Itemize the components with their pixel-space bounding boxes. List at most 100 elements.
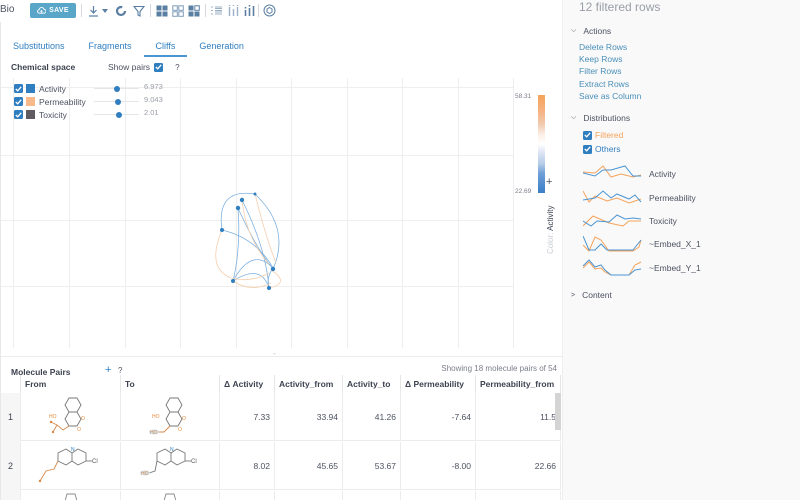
vertical-scrollbar[interactable] (555, 393, 561, 430)
legend-value: 2.01 (144, 108, 159, 117)
help-icon[interactable]: ? (118, 366, 123, 375)
grid-line (458, 78, 459, 348)
distribution-permeability[interactable]: Permeability (583, 188, 696, 208)
table-row[interactable]: 2 N Cl (1, 442, 561, 490)
permeability-from-cell: 11.5 (476, 393, 561, 441)
svg-text:N: N (170, 447, 174, 453)
permeability-from-cell: 22.66 (476, 442, 561, 490)
actions-label: Actions (583, 26, 612, 36)
activity-from-cell: 33.94 (275, 393, 343, 441)
toolbar-divider (205, 4, 206, 17)
legend-swatch-toxicity (26, 110, 35, 119)
save-button[interactable]: SAVE (30, 3, 76, 18)
distributions-section-header[interactable]: ⌵ Distributions (571, 113, 630, 123)
row-number-header (1, 375, 21, 393)
add-icon[interactable]: + (105, 364, 112, 376)
save-as-column-link[interactable]: Save as Column (579, 91, 642, 101)
show-pairs-checkbox[interactable] (154, 62, 164, 72)
grid-line (1, 220, 513, 221)
others-toggle[interactable]: Others (583, 144, 621, 154)
filtered-label: Filtered (595, 130, 624, 140)
legend-checkbox-permeability[interactable] (14, 97, 23, 106)
legend-slider-activity[interactable] (94, 85, 139, 92)
tab-substitutions[interactable]: Substitutions (13, 41, 65, 51)
list-icon[interactable] (210, 3, 222, 18)
table-header: From To Δ Activity Activity_from Activit… (1, 375, 561, 393)
filtered-toggle[interactable]: Filtered (583, 130, 623, 140)
table-row[interactable]: 1 HO O O (1, 393, 561, 441)
others-checkbox[interactable] (583, 144, 592, 154)
distribution-toxicity[interactable]: Toxicity (583, 211, 677, 231)
keep-rows-link[interactable]: Keep Rows (579, 54, 623, 64)
delete-rows-link[interactable]: Delete Rows (579, 42, 628, 52)
cloud-upload-icon (37, 7, 47, 14)
distribution-activity[interactable]: Activity (583, 164, 676, 184)
toolbar-divider (258, 4, 259, 17)
bar-columns-icon[interactable] (243, 3, 255, 18)
extract-rows-link[interactable]: Extract Rows (579, 79, 630, 89)
help-icon[interactable]: ? (175, 62, 180, 72)
filtered-rows-title: 12 filtered rows (579, 0, 661, 14)
grid-layout-alt-icon[interactable] (171, 3, 184, 18)
column-header-delta-permeability[interactable]: Δ Permeability (401, 375, 476, 393)
filter-icon[interactable] (132, 3, 145, 18)
molecule-from-cell: HO O O (21, 393, 121, 441)
color-column-selector[interactable]: Color: Activity (546, 206, 555, 254)
refresh-icon[interactable] (114, 3, 127, 18)
svg-text:HO: HO (141, 471, 149, 477)
column-header-from[interactable]: From (21, 375, 121, 393)
molecule-from-cell: N Cl (21, 442, 121, 490)
molecule-settings-icon[interactable] (262, 3, 276, 18)
chemical-space-scatter-plot[interactable]: Activity 6.973 Permeability 9.043 Toxici… (1, 78, 541, 348)
color-label-prefix: Color: (546, 232, 555, 254)
filter-rows-link[interactable]: Filter Rows (579, 66, 622, 76)
toolbar: Bio SAVE (0, 0, 562, 22)
grid-line (125, 78, 126, 348)
svg-text:HO: HO (150, 430, 158, 436)
column-header-to[interactable]: To (121, 375, 220, 393)
columns-icon[interactable] (227, 3, 239, 18)
distribution-label: Toxicity (649, 216, 677, 226)
legend-swatch-permeability (26, 97, 35, 106)
chemical-space-title: Chemical space (11, 62, 76, 72)
app-title: Bio (0, 4, 15, 15)
legend-checkbox-toxicity[interactable] (14, 110, 23, 119)
tab-cliffs[interactable]: Cliffs (143, 40, 188, 57)
dropdown-caret-icon[interactable] (101, 3, 109, 18)
distribution-embed-x[interactable]: ~Embed_X_1 (583, 234, 701, 254)
toolbar-divider (81, 4, 82, 17)
column-header-delta-activity[interactable]: Δ Activity (220, 375, 275, 393)
delta-activity-cell (220, 491, 275, 500)
table-row[interactable] (1, 491, 561, 500)
grid-line (236, 78, 237, 348)
column-header-activity-to[interactable]: Activity_to (343, 375, 401, 393)
legend-slider-permeability[interactable] (94, 98, 139, 105)
add-color-icon[interactable]: + (546, 176, 553, 188)
download-icon[interactable] (87, 3, 99, 18)
row-number (1, 491, 21, 500)
svg-text:HO: HO (152, 414, 160, 420)
slider-handle[interactable] (114, 85, 120, 92)
column-header-permeability-from[interactable]: Permeability_from (476, 375, 561, 393)
tab-fragments[interactable]: Fragments (88, 41, 132, 51)
legend-slider-toxicity[interactable] (94, 111, 139, 118)
grid-layout-icon[interactable] (155, 3, 168, 18)
distribution-label: ~Embed_X_1 (649, 239, 701, 249)
legend-swatch-activity (26, 84, 35, 93)
color-label-column: Activity (546, 205, 555, 231)
actions-section-header[interactable]: ⌵ Actions (571, 26, 611, 36)
slider-handle[interactable] (115, 98, 121, 105)
filtered-checkbox[interactable] (583, 130, 592, 140)
molecule-to-cell: N Cl HO (121, 442, 220, 490)
tab-generation[interactable]: Generation (199, 41, 244, 51)
molecule-structure-icon: HO HO O O (149, 397, 186, 436)
molecule-pairs-table[interactable]: From To Δ Activity Activity_from Activit… (1, 375, 563, 500)
content-section-header[interactable]: > Content (571, 290, 612, 300)
grid-layout-dense-icon[interactable] (187, 3, 200, 18)
context-panel: 12 filtered rows ⌵ Actions Delete Rows K… (562, 0, 800, 500)
column-header-activity-from[interactable]: Activity_from (275, 375, 343, 393)
distribution-embed-y[interactable]: ~Embed_Y_1 (583, 258, 701, 278)
slider-handle[interactable] (116, 111, 122, 118)
legend-checkbox-activity[interactable] (14, 84, 23, 93)
molecule-pairs-header: Molecule Pairs + ? Showing 18 molecule p… (1, 356, 563, 384)
